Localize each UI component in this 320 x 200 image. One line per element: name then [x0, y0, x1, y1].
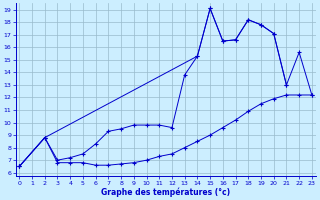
X-axis label: Graphe des températures (°c): Graphe des températures (°c)	[101, 187, 230, 197]
